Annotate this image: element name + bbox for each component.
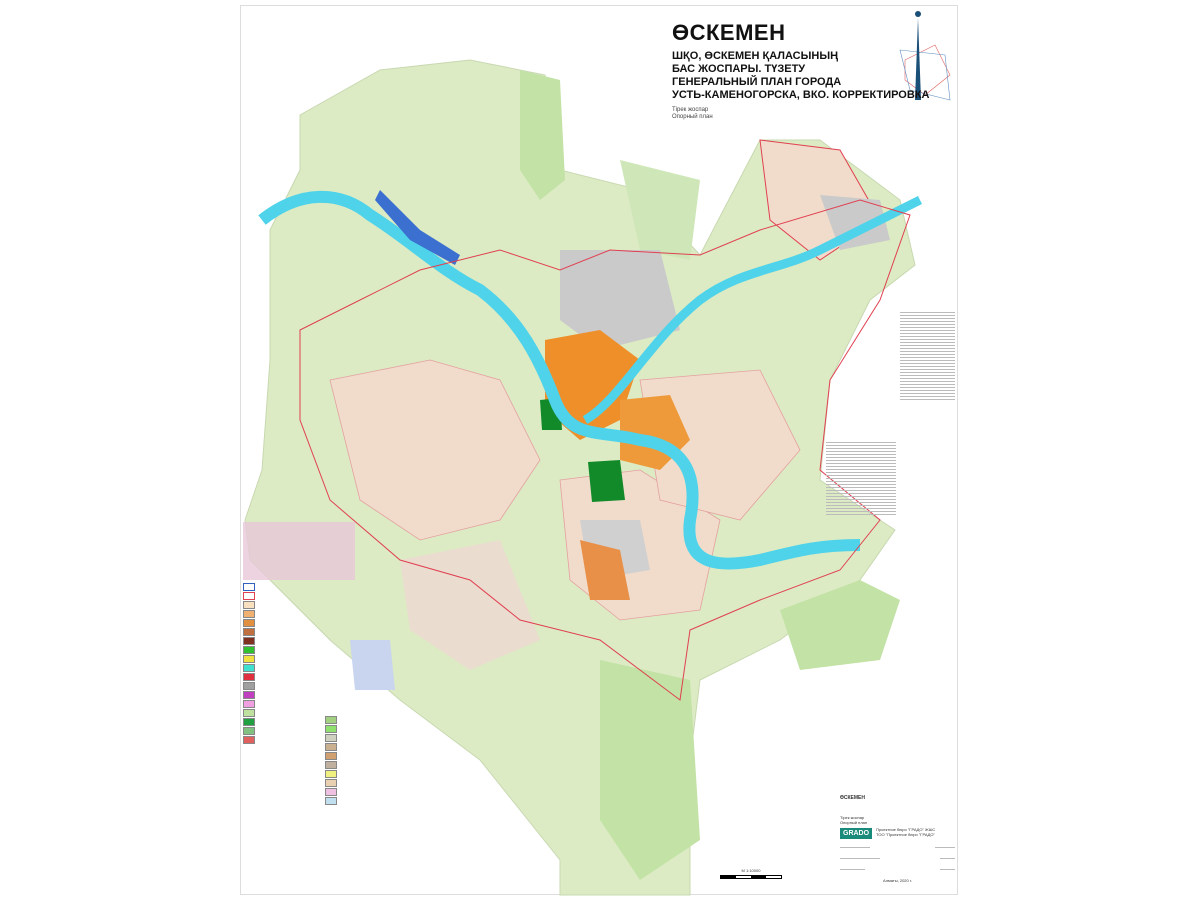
- city-year: Алматы, 2020 г.: [883, 878, 912, 883]
- wind-rose-icon: [899, 44, 951, 101]
- special-zone: [243, 522, 355, 580]
- subtitle-line: БАС ЖОСПАРЫ. ТҮЗЕТУ: [672, 63, 806, 75]
- scale-label: М 1:10000: [741, 868, 761, 873]
- forest-area: [780, 580, 900, 670]
- title-block-name: ӨСКЕМЕН: [840, 795, 865, 801]
- urban-area: [400, 540, 540, 670]
- city-center: [580, 540, 630, 600]
- forest-area: [600, 660, 700, 880]
- city-center: [545, 330, 640, 440]
- map-title: ӨСКЕМЕН: [672, 20, 786, 45]
- title-block: ӨСКЕМЕН Тірек жоспар Опорный план GRADO …: [840, 795, 955, 890]
- ulba-river: [582, 195, 923, 424]
- urban-area: [329, 359, 541, 541]
- map-title-block: ӨСКЕМЕН ШҚО, ӨСКЕМЕН ҚАЛАСЫНЫҢ БАС ЖОСПА…: [672, 20, 929, 121]
- urban-area: [639, 369, 801, 521]
- irtysh-river: [258, 190, 861, 570]
- forest-area: [520, 70, 565, 200]
- title-block-sheet-kz: Тірек жоспар: [840, 815, 865, 820]
- subtitle-line: УСТЬ-КАМЕНОГОРСКА, ВКО. КОРРЕКТИРОВКА: [672, 89, 930, 101]
- scale-bar: М 1:10000: [720, 868, 782, 879]
- forest-area: [620, 160, 700, 260]
- park: [588, 460, 625, 502]
- grado-logo: GRADO: [840, 828, 873, 839]
- subtitle-line: ШҚО, ӨСКЕМЕН ҚАЛАСЫНЫҢ: [672, 50, 839, 62]
- notes-column: [826, 440, 896, 517]
- company-name-kz: Проектное бюро "ГРАДО" ЖШС: [876, 827, 936, 832]
- sheet-name-kz: Тірек жоспар: [672, 107, 709, 113]
- north-arrow-icon: [915, 11, 921, 100]
- company-name-ru: ТОО "Проектное бюро "ГРАДО": [876, 832, 935, 837]
- sheet-name-ru: Опорный план: [672, 114, 713, 120]
- lake: [350, 640, 395, 690]
- reservoir: [375, 190, 460, 265]
- title-block-sheet-ru: Опорный план: [840, 820, 868, 825]
- legend: [243, 582, 323, 744]
- objects-list-column: [900, 310, 955, 402]
- city-boundary: [299, 199, 911, 701]
- subtitle-line: ГЕНЕРАЛЬНЫЙ ПЛАН ГОРОДА: [672, 76, 842, 88]
- industrial-area: [560, 250, 680, 350]
- legend-column-2: [325, 715, 400, 805]
